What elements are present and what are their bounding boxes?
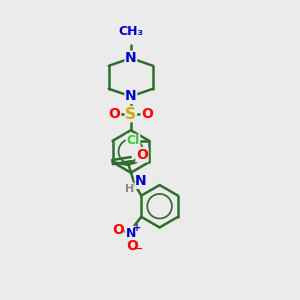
Text: O: O	[112, 223, 124, 237]
Text: Cl: Cl	[126, 134, 140, 147]
Text: N: N	[126, 226, 136, 239]
Text: S: S	[125, 106, 136, 122]
Text: O: O	[109, 107, 121, 121]
Text: −: −	[134, 244, 144, 254]
Text: CH₃: CH₃	[118, 26, 143, 38]
Text: H: H	[125, 184, 134, 194]
Text: +: +	[134, 223, 142, 233]
Text: N: N	[135, 174, 147, 188]
Text: O: O	[141, 107, 153, 121]
Text: O: O	[127, 239, 138, 253]
Text: O: O	[136, 148, 148, 162]
Text: N: N	[125, 51, 137, 65]
Text: N: N	[125, 89, 137, 103]
